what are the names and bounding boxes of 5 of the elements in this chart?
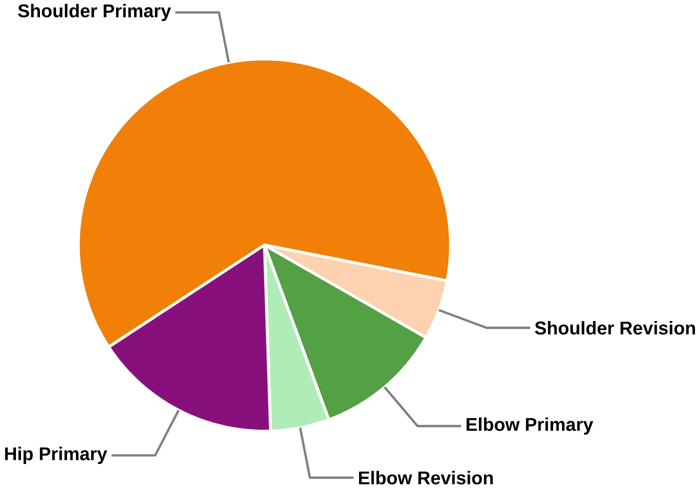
slice-label: Shoulder Revision [534,320,695,334]
slice-label: Elbow Revision [359,470,493,484]
slice-label: Shoulder Primary [18,4,171,21]
slice-label: Elbow Primary [466,417,594,434]
slice-label: Hip Primary [5,446,108,464]
